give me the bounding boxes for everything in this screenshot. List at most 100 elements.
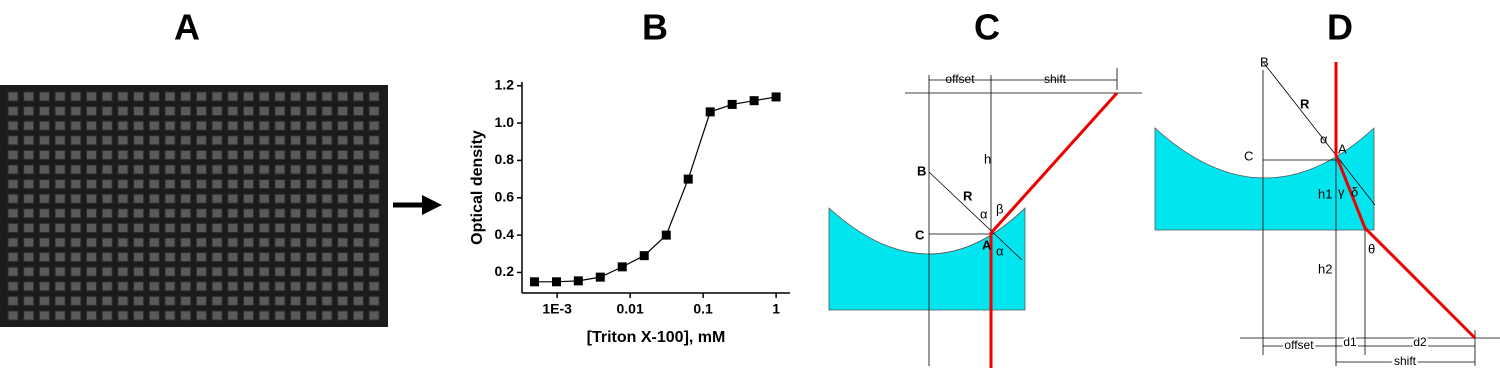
well xyxy=(38,179,50,190)
well xyxy=(211,252,223,263)
well xyxy=(337,222,349,233)
label: h xyxy=(984,151,991,166)
marker xyxy=(617,262,627,272)
well xyxy=(352,164,364,175)
panel-label: D xyxy=(1327,7,1353,48)
well xyxy=(54,295,66,306)
well xyxy=(352,222,364,233)
well xyxy=(227,164,239,175)
well xyxy=(23,295,35,306)
label: α xyxy=(1320,131,1328,146)
well xyxy=(23,135,35,146)
well xyxy=(148,164,160,175)
label: A xyxy=(982,237,992,252)
well xyxy=(243,281,254,292)
well xyxy=(211,149,223,160)
well xyxy=(195,295,207,306)
well xyxy=(274,266,286,277)
label: R xyxy=(1300,96,1310,111)
well xyxy=(195,179,207,190)
well xyxy=(86,164,97,175)
well xyxy=(321,193,333,204)
well xyxy=(337,164,349,175)
well xyxy=(23,222,35,233)
well xyxy=(38,281,50,292)
well xyxy=(352,91,364,102)
well xyxy=(180,193,192,204)
marker xyxy=(683,174,693,184)
well xyxy=(23,91,35,102)
well xyxy=(164,295,176,306)
well xyxy=(211,164,223,175)
well xyxy=(352,135,364,146)
well xyxy=(133,295,145,306)
well xyxy=(337,193,349,204)
well xyxy=(290,120,302,131)
well xyxy=(211,222,223,233)
well xyxy=(70,164,82,175)
well xyxy=(368,222,380,233)
well xyxy=(258,281,270,292)
label: R xyxy=(963,188,973,203)
well xyxy=(180,179,192,190)
well xyxy=(321,310,333,321)
well xyxy=(321,149,333,160)
well xyxy=(7,164,19,175)
well xyxy=(86,295,97,306)
well xyxy=(70,281,82,292)
well xyxy=(195,135,207,146)
well xyxy=(337,310,349,321)
well xyxy=(164,252,176,263)
well xyxy=(274,120,286,131)
well xyxy=(7,281,19,292)
well xyxy=(337,91,349,102)
well xyxy=(258,149,270,160)
well xyxy=(133,179,145,190)
well xyxy=(243,310,254,321)
well xyxy=(305,193,317,204)
well xyxy=(243,252,254,263)
well xyxy=(352,208,364,219)
well xyxy=(352,295,364,306)
well xyxy=(54,208,66,219)
y-tick-label: 0.4 xyxy=(495,226,515,242)
well xyxy=(321,222,333,233)
marker xyxy=(595,272,605,282)
well xyxy=(7,208,19,219)
y-tick-label: 1.2 xyxy=(495,76,515,92)
well xyxy=(70,295,82,306)
well xyxy=(227,237,239,248)
well xyxy=(321,281,333,292)
well xyxy=(133,252,145,263)
well xyxy=(117,179,129,190)
well xyxy=(352,120,364,131)
well xyxy=(227,266,239,277)
well xyxy=(54,179,66,190)
well xyxy=(274,208,286,219)
well xyxy=(180,222,192,233)
well xyxy=(321,237,333,248)
y-tick-label: 0.8 xyxy=(495,151,515,167)
well xyxy=(180,120,192,131)
well xyxy=(38,91,50,102)
well xyxy=(305,106,317,117)
well xyxy=(180,252,192,263)
well xyxy=(148,193,160,204)
well xyxy=(211,135,223,146)
well xyxy=(227,106,239,117)
well xyxy=(352,193,364,204)
well xyxy=(274,281,286,292)
well xyxy=(133,208,145,219)
well xyxy=(7,135,19,146)
well xyxy=(290,266,302,277)
well xyxy=(86,281,97,292)
well xyxy=(180,106,192,117)
well xyxy=(133,149,145,160)
well xyxy=(258,135,270,146)
label: C xyxy=(915,227,925,242)
well xyxy=(290,295,302,306)
well xyxy=(274,193,286,204)
well xyxy=(117,295,129,306)
well xyxy=(227,310,239,321)
well xyxy=(164,208,176,219)
